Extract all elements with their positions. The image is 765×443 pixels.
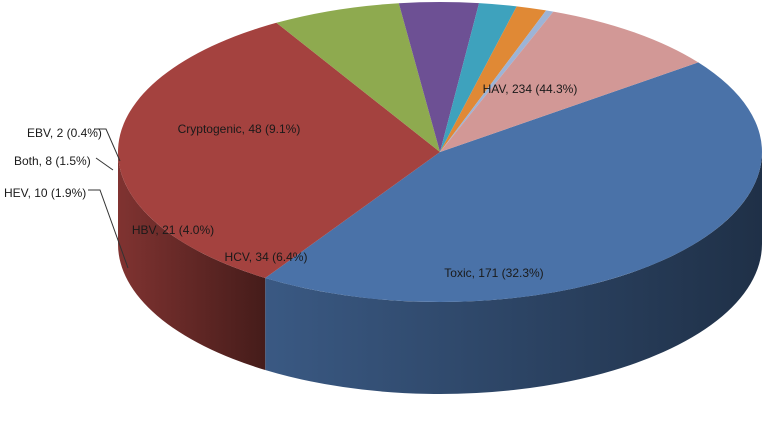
pie-side-toxic bbox=[118, 152, 266, 370]
label-toxic: Toxic, 171 (32.3%) bbox=[444, 266, 543, 280]
label-hcv: HCV, 34 (6.4%) bbox=[225, 250, 308, 264]
leader-line-hev bbox=[88, 189, 129, 269]
pie-side-hav bbox=[265, 152, 762, 394]
pie-sides bbox=[118, 152, 762, 394]
label-both: Both, 8 (1.5%) bbox=[14, 154, 91, 168]
label-hev: HEV, 10 (1.9%) bbox=[4, 186, 86, 200]
slice-labels: HAV, 234 (44.3%) Toxic, 171 (32.3%) HCV, 3… bbox=[4, 82, 577, 280]
pie-slices bbox=[117, 1, 762, 302]
pie-slice-hav bbox=[265, 62, 762, 302]
label-leader-lines bbox=[88, 128, 129, 269]
leader-line-both bbox=[95, 157, 114, 171]
label-hbv: HBV, 21 (4.0%) bbox=[132, 223, 214, 237]
pie-slice-hbv bbox=[398, 1, 480, 152]
leader-line-ebv bbox=[94, 128, 121, 162]
pie-slice-hev bbox=[440, 3, 517, 153]
label-cryptogenic: Cryptogenic, 48 (9.1%) bbox=[178, 122, 301, 136]
label-hav: HAV, 234 (44.3%) bbox=[483, 82, 578, 96]
label-ebv: EBV, 2 (0.4%) bbox=[27, 126, 102, 140]
pie-slice-both bbox=[440, 6, 547, 153]
pie-slice-hcv bbox=[276, 3, 440, 153]
pie-slice-cryptogenic bbox=[440, 11, 699, 153]
pie-slice-toxic bbox=[117, 22, 440, 278]
pie-slice-ebv bbox=[440, 10, 554, 152]
